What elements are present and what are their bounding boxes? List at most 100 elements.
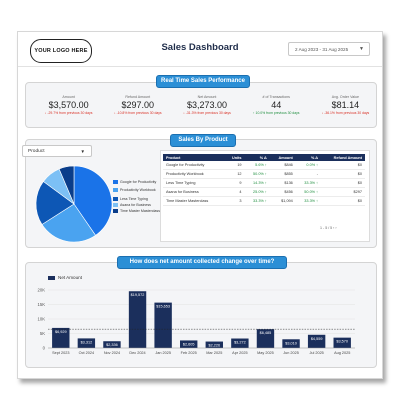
bar[interactable] <box>77 338 96 348</box>
column-header[interactable]: Refund Amount <box>321 154 365 161</box>
realtime-heading: Real Time Sales Performance <box>156 75 250 88</box>
realtime-section: Amount $3,570.00 ↓ -29.7% from previous … <box>25 82 377 128</box>
kpi-label: Amount <box>62 95 75 99</box>
x-tick-label: Nov 2024 <box>104 351 120 355</box>
product-dropdown[interactable]: Product ▼ <box>22 145 92 157</box>
bar[interactable] <box>103 341 121 348</box>
pie-slice[interactable] <box>73 165 113 236</box>
kpi-transactions: # of Transactions 44 ↑ 10.0% from previo… <box>242 95 311 123</box>
x-tick-label: Sept 2023 <box>52 351 69 355</box>
kpi-value: $81.14 <box>331 100 360 110</box>
bar[interactable] <box>333 337 351 348</box>
product-dropdown-value: Product <box>28 149 45 154</box>
kpi-avg-order-value: Avg. Order Value $81.14 ↓ -36.1% from pr… <box>311 95 380 123</box>
by-product-heading: Sales By Product <box>170 134 236 147</box>
kpi-change: ↓ -31.3% from previous 30 days <box>183 111 231 115</box>
pie-slice[interactable] <box>41 203 96 243</box>
column-header[interactable]: % Δ <box>244 154 270 161</box>
chart-legend: Net Amount <box>48 275 82 280</box>
y-tick-label: 20K <box>38 288 46 293</box>
bar[interactable] <box>307 334 326 348</box>
bar[interactable] <box>256 329 275 348</box>
bar[interactable] <box>128 291 147 348</box>
column-header[interactable]: Amount <box>269 154 296 161</box>
x-tick-label: Jul 2025 <box>309 351 323 355</box>
x-tick-label: Feb 2025 <box>181 351 197 355</box>
table-cell: Productivity Workbook <box>163 169 225 179</box>
kpi-change: ↓ -10.8% from previous 30 days <box>113 111 162 115</box>
bar[interactable] <box>231 338 249 348</box>
table-cell: 33.3% ↑ <box>295 178 322 188</box>
kpi-change: ↑ 10.0% from previous 30 days <box>252 111 300 115</box>
legend-label: Time Master Masterclass <box>120 209 161 213</box>
table-cell: 33.3% ↑ <box>244 196 270 206</box>
kpi-label: # of Transactions <box>262 95 290 99</box>
bar[interactable] <box>154 302 172 348</box>
table-cell: 4 <box>224 187 245 197</box>
date-range-label: 2 Aug 2023 - 31 Aug 2025 <box>295 46 349 52</box>
table-cell: Time Master Masterclass <box>163 196 225 206</box>
net-amount-heading: How does net amount collected change ove… <box>117 256 287 269</box>
logo-text: YOUR LOGO HERE <box>34 48 88 54</box>
kpi-label: Avg. Order Value <box>331 95 360 99</box>
table-cell: 50.0% ↑ <box>244 169 270 179</box>
table-cell: $855 <box>269 169 296 179</box>
pie-slice[interactable] <box>58 165 75 205</box>
column-header[interactable]: Units <box>224 154 245 161</box>
kpi-net-amount: Net Amount $3,273.00 ↓ -31.3% from previ… <box>172 95 241 123</box>
legend-swatch <box>113 209 118 214</box>
bar-label: $2,226 <box>208 344 220 348</box>
bar[interactable] <box>52 327 70 348</box>
pager-label: 1 - 5 / 5 <box>320 226 333 230</box>
table-cell: $1,094 <box>269 196 296 206</box>
bar-label: $3,570 <box>336 340 348 344</box>
table-cell: 12 <box>224 169 245 179</box>
table-row: Productivity Workbook 12 50.0% ↑ $855 - … <box>163 169 365 179</box>
table-cell: $297 <box>321 187 365 197</box>
page-title: Sales Dashboard <box>161 42 239 53</box>
table-row: Google for Productivity 19 5.6% ↑ $846 0… <box>163 161 365 170</box>
table-row: Time Master Masterclass 3 33.3% ↑ $1,094… <box>163 196 365 206</box>
kpi-change: ↓ -29.7% from previous 30 days <box>44 111 93 115</box>
legend-swatch <box>113 188 118 193</box>
legend-label: Productivity Workbook <box>120 188 156 192</box>
bar-label: $3,010 <box>285 341 297 345</box>
bar[interactable] <box>180 340 198 348</box>
table-cell: $0 <box>321 178 365 188</box>
legend-swatch <box>113 180 118 185</box>
x-tick-label: Oct 2024 <box>79 351 94 355</box>
x-tick-label: May 2025 <box>257 351 274 355</box>
bar[interactable] <box>282 339 300 348</box>
x-tick-label: Apr 2025 <box>232 351 247 355</box>
table-cell: 5.6% ↑ <box>244 161 270 170</box>
table-cell: - <box>295 169 322 179</box>
table-cell: 25.0% ↑ <box>244 187 270 197</box>
kpi-value: $297.00 <box>121 100 155 110</box>
column-header[interactable]: % Δ <box>295 154 322 161</box>
net-amount-section <box>25 262 377 368</box>
table-row: Asana for Business 4 25.0% ↑ $456 50.0% … <box>163 187 365 197</box>
kpi-amount: Amount $3,570.00 ↓ -29.7% from previous … <box>34 95 103 123</box>
x-tick-label: Aug 2025 <box>334 351 350 355</box>
table-pager[interactable]: 1 - 5 / 5 ‹ › <box>320 226 337 230</box>
bar-label: $2,605 <box>183 342 195 346</box>
legend-label: Net Amount <box>58 275 83 280</box>
date-range-picker[interactable]: 2 Aug 2023 - 31 Aug 2025 ▼ <box>288 42 370 56</box>
table-cell: Less Time Typing <box>163 178 225 188</box>
table-cell: $846 <box>269 161 296 170</box>
net-amount-bar-chart: 0 5K 10K 15K 20K $6,929 Sept 2023 $3,312 Oct 202… <box>38 288 355 355</box>
table-cell: $0 <box>321 169 365 179</box>
chevron-down-icon: ▼ <box>80 149 85 154</box>
table-cell: 3 <box>224 196 245 206</box>
legend-swatch <box>113 197 118 202</box>
column-header[interactable]: Product <box>163 154 225 161</box>
bar[interactable] <box>205 341 223 348</box>
logo: YOUR LOGO HERE <box>30 39 92 63</box>
bar-label: $3,272 <box>234 341 246 345</box>
legend-item: Asana for Business <box>113 203 151 208</box>
legend-swatch <box>48 275 55 280</box>
y-tick-label: 5K <box>40 331 45 336</box>
bar-label: $4,559 <box>311 337 323 341</box>
kpi-value: $3,570.00 <box>48 100 89 110</box>
pie-slice[interactable] <box>35 181 75 225</box>
